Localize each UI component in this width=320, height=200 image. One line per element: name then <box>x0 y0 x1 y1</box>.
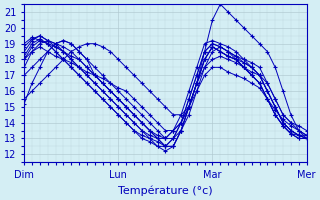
X-axis label: Température (°c): Température (°c) <box>118 185 213 196</box>
